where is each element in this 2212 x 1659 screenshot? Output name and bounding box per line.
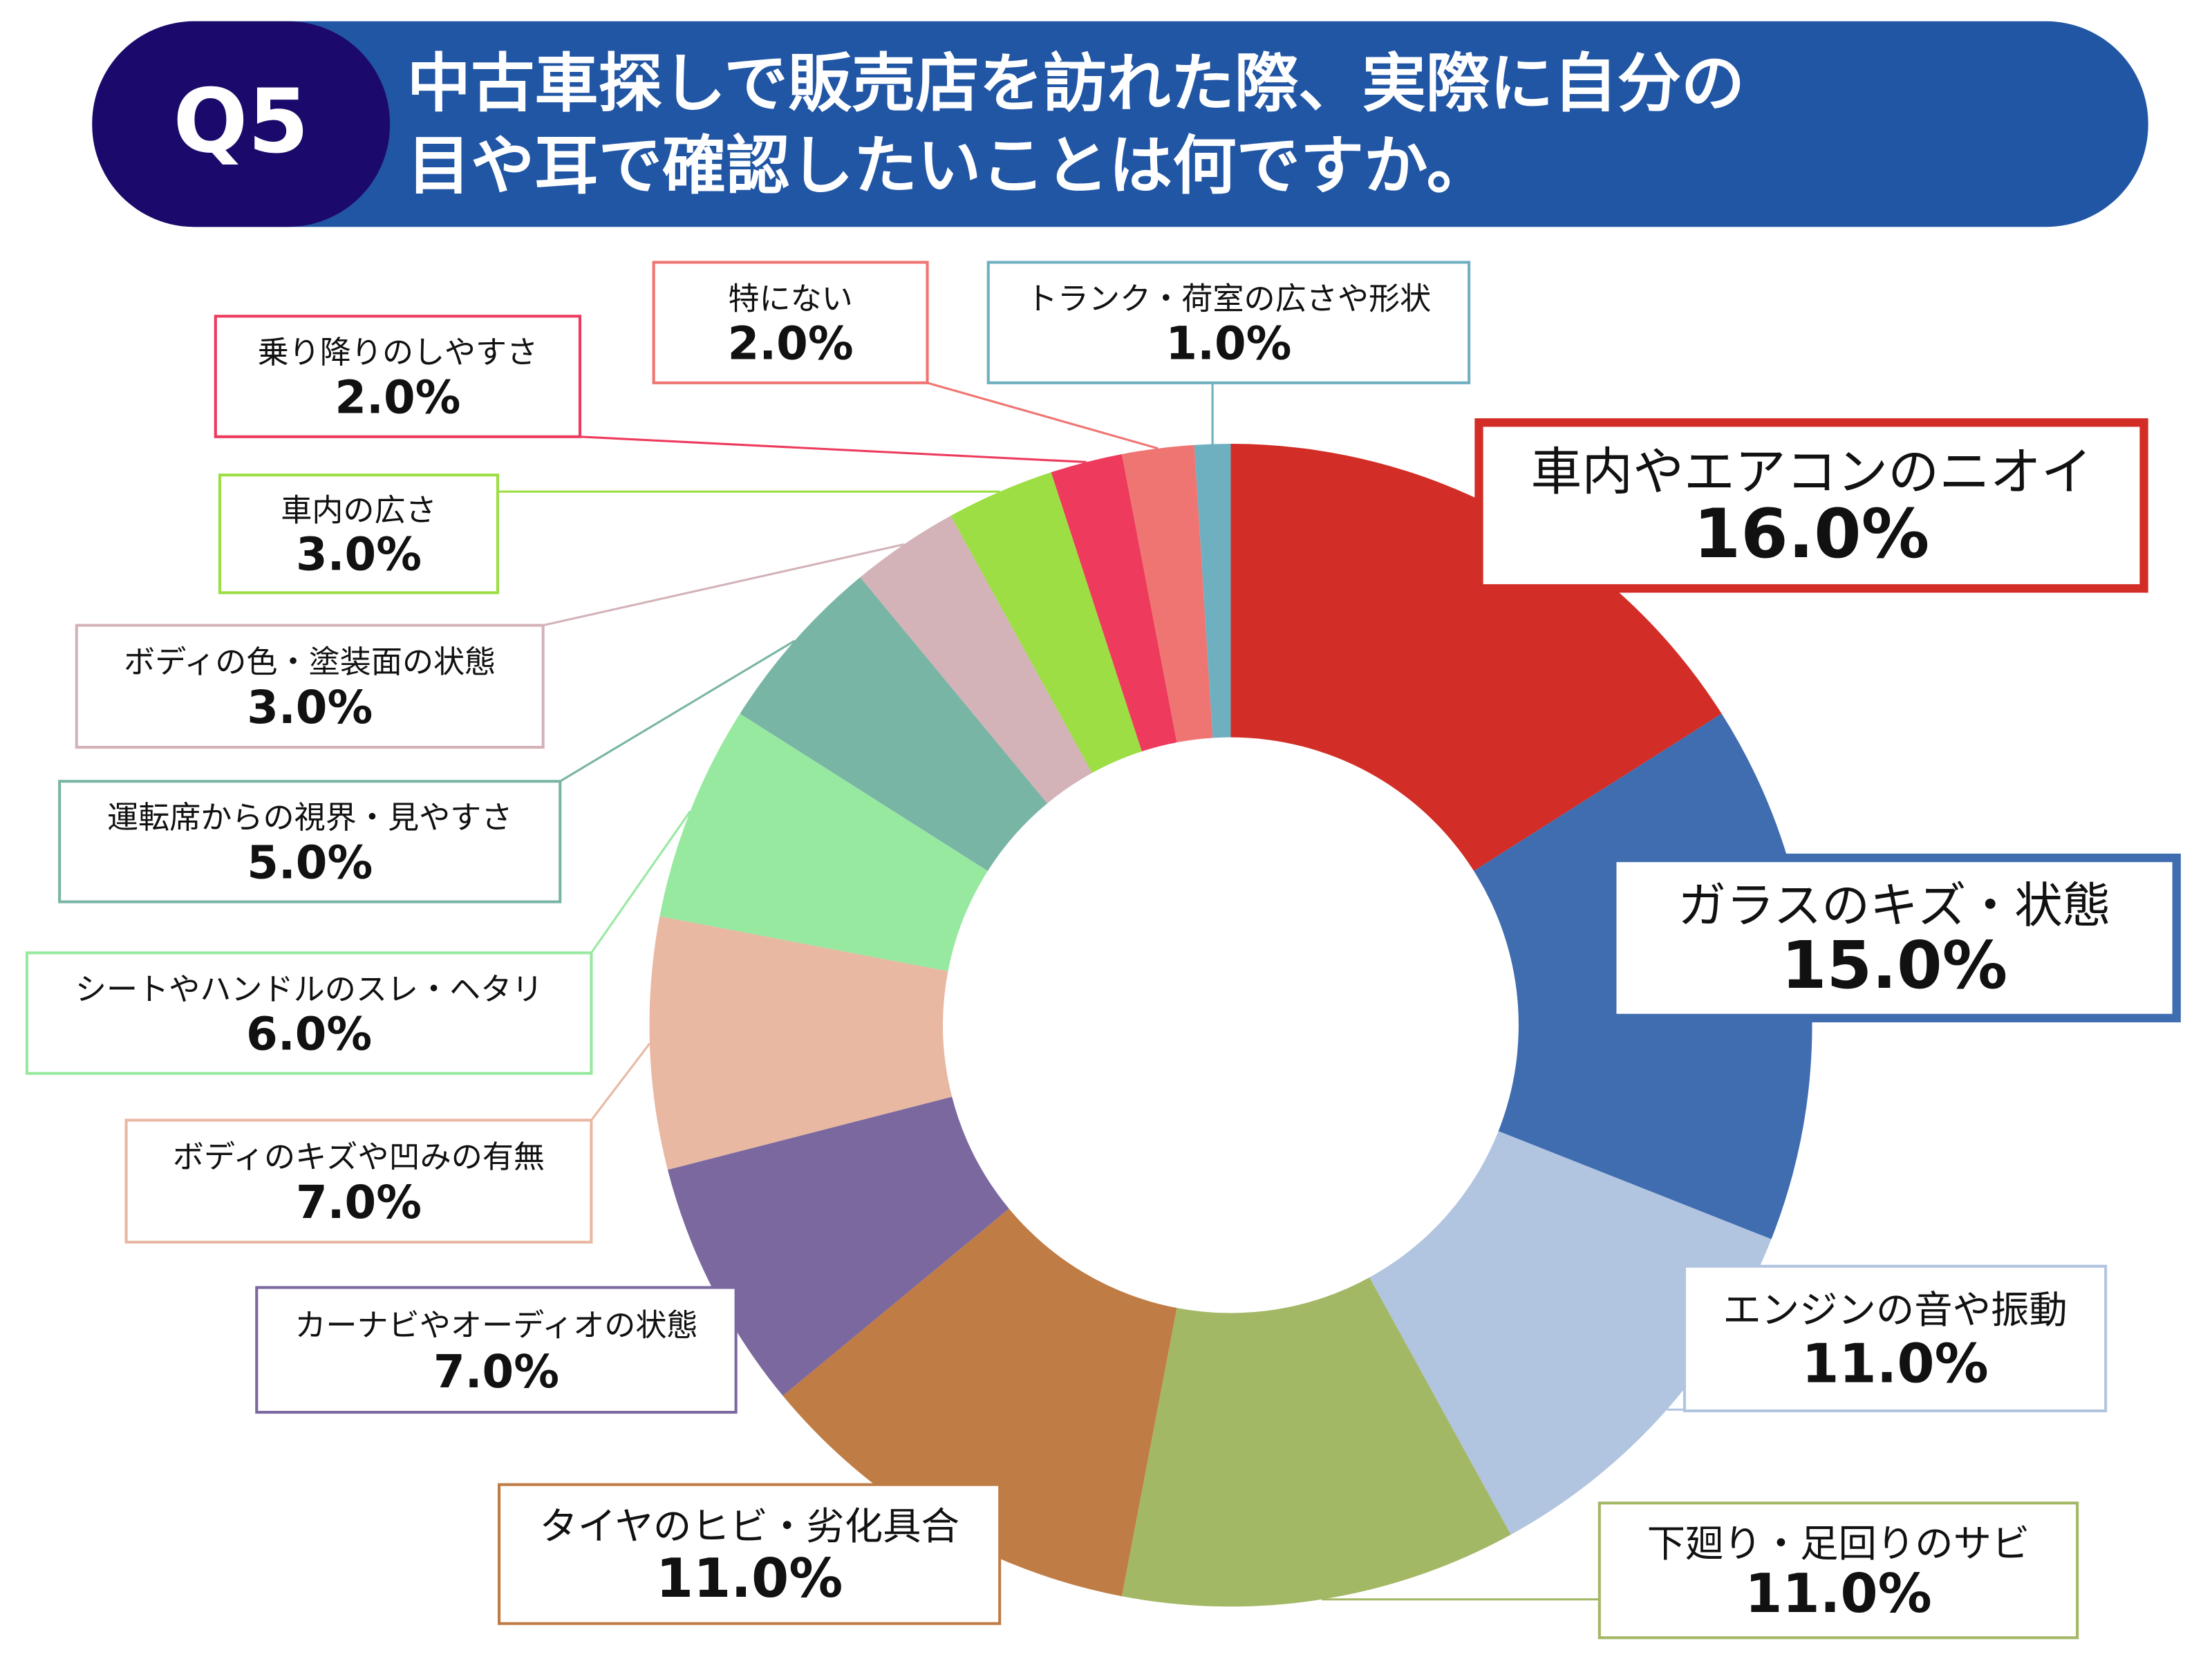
donut-slice (667, 1096, 1009, 1396)
label-box (1608, 853, 2181, 1022)
label-box (986, 261, 1471, 384)
header-badge (92, 21, 391, 227)
category-label: 乗り降りのしやすさ (258, 334, 538, 371)
leader-line (579, 435, 1087, 464)
label-box (25, 951, 593, 1075)
value-label: 11.0% (656, 1548, 843, 1610)
category-label: ボディの色・塗装面の状態 (124, 644, 496, 680)
value-label: 6.0% (246, 1009, 372, 1061)
donut-slice (950, 472, 1142, 774)
leader-line (590, 1042, 651, 1121)
category-label: シートやハンドルのスレ・ヘタリ (75, 971, 543, 1007)
value-label: 15.0% (1781, 928, 2007, 1004)
value-label: 2.0% (728, 318, 854, 371)
value-label: 11.0% (1745, 1563, 1931, 1625)
category-label: ガラスのキズ・状態 (1678, 878, 2110, 934)
value-label: 1.0% (1165, 318, 1291, 371)
value-label: 16.0% (1694, 495, 1930, 574)
category-label: トランク・荷室の広さや形状 (1027, 280, 1432, 317)
donut-slice (1194, 444, 1231, 738)
label-box (497, 1483, 1002, 1625)
header-bar (92, 21, 2148, 227)
leader-line (543, 543, 905, 627)
label-box (1683, 1264, 2108, 1413)
value-label: 5.0% (247, 836, 373, 889)
donut-slice (1051, 453, 1177, 752)
donut-slice (860, 516, 1092, 804)
category-label: 下廻り・足回りのサビ (1647, 1522, 2030, 1566)
value-label: 3.0% (247, 682, 373, 734)
title-line: 中古車探しで販売店を訪れた際、実際に自分の (407, 46, 1745, 121)
label-box (1597, 1501, 2079, 1640)
value-label: 7.0% (296, 1177, 422, 1229)
label-box (75, 624, 545, 749)
category-label: 特にない (728, 280, 852, 317)
label-box (255, 1286, 738, 1414)
category-label: カーナビやオーディオの状態 (294, 1306, 697, 1343)
donut-slice (1230, 444, 1722, 871)
leader-line (590, 810, 691, 954)
leader-line (927, 382, 1159, 450)
category-label: 車内やエアコンのニオイ (1530, 442, 2092, 502)
donut-slice (1369, 1131, 1772, 1535)
category-label: 車内の広さ (281, 492, 437, 529)
value-label: 2.0% (335, 372, 460, 424)
donut-slice (659, 713, 988, 972)
label-box (124, 1118, 593, 1244)
category-label: エンジンの音や振動 (1723, 1288, 2067, 1333)
donut-slice (782, 1208, 1177, 1597)
category-label: ボディのキズや凹みの有無 (173, 1138, 545, 1175)
title-line: 目や耳で確認したいことは何ですか。 (407, 129, 1490, 203)
label-box (218, 474, 500, 594)
donut-slice (1121, 1277, 1511, 1607)
value-label: 11.0% (1801, 1333, 1988, 1396)
label-box (1474, 418, 2148, 593)
label-box (58, 780, 562, 903)
value-label: 7.0% (433, 1346, 559, 1398)
label-box (652, 261, 929, 384)
value-label: 3.0% (296, 528, 422, 581)
badge-text: Q5 (173, 70, 309, 172)
donut-slice (649, 916, 953, 1170)
donut-slice (740, 577, 1048, 871)
donut-slice (1121, 444, 1213, 743)
category-label: タイヤのヒビ・劣化具合 (539, 1505, 959, 1549)
label-box (214, 315, 582, 438)
category-label: 運転席からの視界・見やすさ (107, 799, 512, 836)
leader-line (559, 639, 796, 782)
